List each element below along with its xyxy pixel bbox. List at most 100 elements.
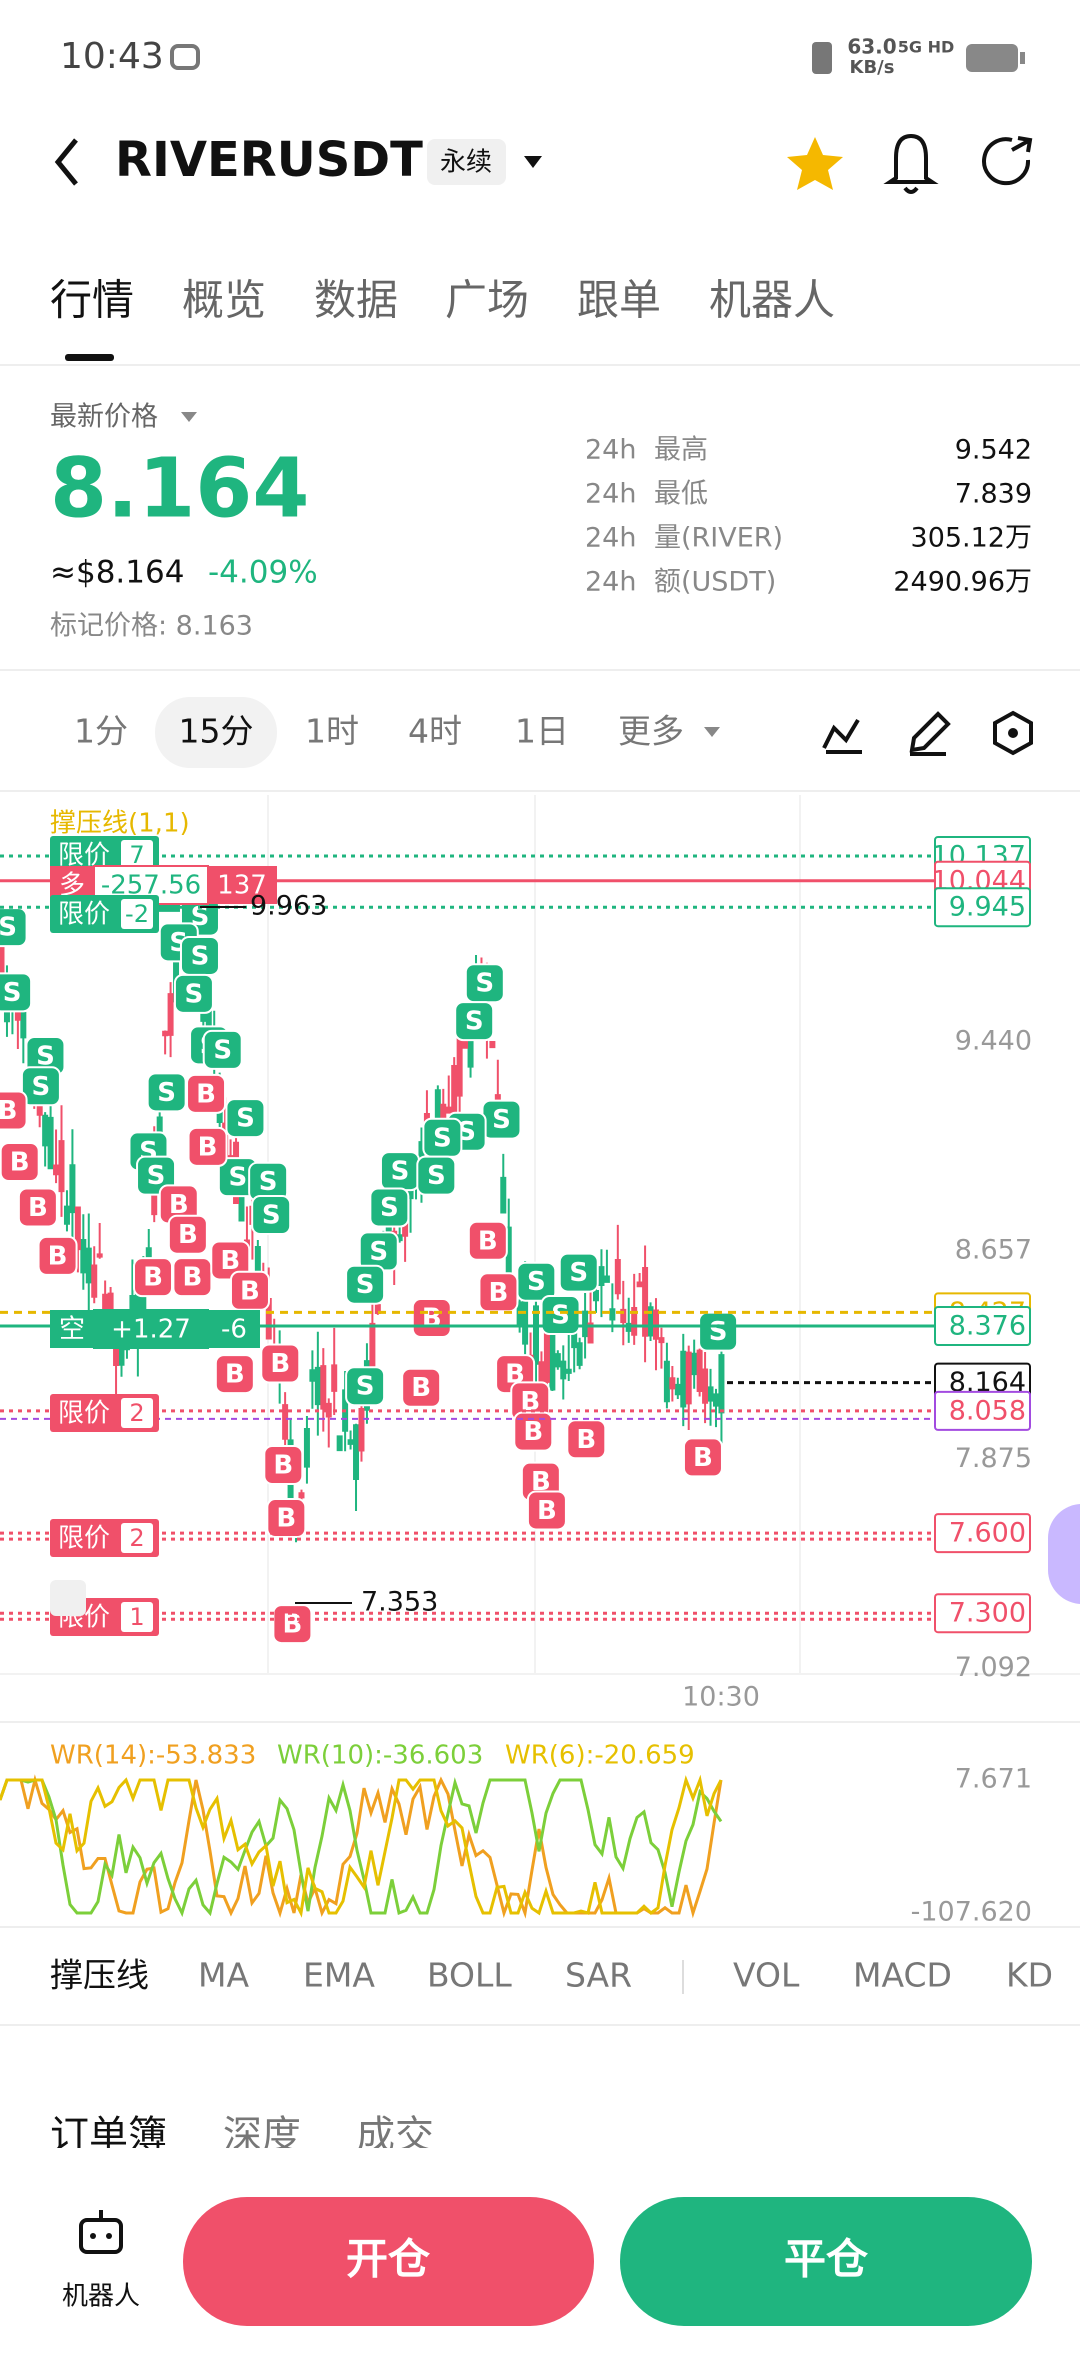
order-tag[interactable]: 限价 7: [50, 836, 159, 874]
trade-marker-label: B: [411, 1373, 431, 1403]
trade-marker-label: B: [143, 1263, 163, 1293]
tab[interactable]: 机器人: [709, 276, 835, 325]
settings-icon-dot: [1008, 728, 1018, 738]
trade-marker-label: S: [36, 1041, 55, 1071]
order-qty-box: [121, 899, 153, 929]
tab[interactable]: 广场: [445, 276, 529, 325]
indicator-icon[interactable]: [822, 718, 862, 754]
trade-marker-label: B: [489, 1278, 509, 1308]
trade-marker: [146, 1072, 187, 1113]
caret[interactable]: [524, 156, 542, 168]
trade-marker: [172, 1257, 213, 1298]
indicator-tab[interactable]: KD: [1006, 1956, 1053, 1995]
trade-marker: [369, 1187, 410, 1228]
floating-bubble[interactable]: [1048, 1504, 1080, 1604]
robot-eye: [106, 2233, 112, 2239]
indicator-tab[interactable]: MA: [198, 1956, 249, 1995]
interval-pill[interactable]: [155, 697, 277, 768]
trade-marker: [214, 1354, 255, 1395]
share-icon[interactable]: [982, 136, 1033, 186]
trade-marker-label: B: [10, 1148, 30, 1178]
settings-icon[interactable]: [993, 710, 1033, 756]
indicator-tab[interactable]: MACD: [853, 1956, 952, 1995]
order-tag[interactable]: 限价 2: [50, 1394, 159, 1432]
trade-marker-label: S: [527, 1267, 546, 1297]
trade-marker: [263, 1445, 304, 1486]
price-axis-label: 7.875: [955, 1443, 1032, 1474]
trade-marker: [682, 1437, 723, 1478]
trade-marker-label: S: [391, 1157, 410, 1187]
trade-marker: [411, 1298, 452, 1339]
trade-marker-label: S: [465, 1007, 484, 1037]
star-icon[interactable]: [787, 137, 843, 190]
close-label[interactable]: 平仓: [784, 2235, 869, 2284]
indicator-tab[interactable]: BOLL: [427, 1956, 512, 1995]
indicator-tab[interactable]: 撑压线: [50, 1956, 149, 1995]
trade-marker: [478, 1272, 519, 1313]
price-label: 最新价格: [50, 402, 158, 433]
stat-value: 9.542: [955, 435, 1032, 466]
last-price: 8.164: [50, 441, 309, 536]
interval[interactable]: 更多: [618, 712, 684, 751]
tab[interactable]: 行情: [50, 276, 134, 325]
network: 5G HD: [898, 38, 955, 57]
order-side-box: [50, 1310, 94, 1348]
open-label[interactable]: 开仓: [346, 2235, 431, 2284]
trade-marker: [0, 1142, 40, 1183]
robot-icon[interactable]: [79, 2210, 123, 2254]
trade-marker: [167, 1214, 208, 1255]
order-qty-box: [121, 1523, 153, 1553]
draw-icon[interactable]: [909, 711, 951, 756]
interval[interactable]: 1日: [515, 712, 569, 751]
contract-pill[interactable]: [427, 139, 506, 185]
caret: [181, 412, 197, 422]
stat-label: 额(USDT): [654, 567, 776, 598]
trade-marker-label: B: [48, 1241, 68, 1271]
bell-icon[interactable]: [883, 133, 939, 194]
price-box-label: 7.300: [949, 1598, 1026, 1629]
trade-marker: [20, 1066, 61, 1107]
close-button[interactable]: [620, 2197, 1032, 2326]
usd-price: ≈$8.164: [50, 555, 184, 591]
interval[interactable]: 1分: [74, 712, 128, 751]
order-tag[interactable]: 空 +1.27 -6: [50, 1309, 260, 1349]
trade-marker-label: S: [191, 941, 210, 971]
interval[interactable]: 4时: [408, 712, 462, 751]
trade-marker-label: B: [531, 1467, 551, 1497]
price-axis-label: 9.440: [955, 1026, 1032, 1057]
tab[interactable]: 跟单: [577, 276, 661, 325]
indicator-tab[interactable]: EMA: [303, 1956, 375, 1995]
indicator-tab[interactable]: SAR: [565, 1956, 632, 1995]
trade-marker: [229, 1270, 270, 1311]
open-button[interactable]: [183, 2197, 594, 2326]
price-box: [934, 1306, 1031, 1347]
order-tag[interactable]: 限价 -2: [50, 895, 159, 933]
trade-marker-label: B: [240, 1276, 260, 1306]
trade-marker: [173, 973, 214, 1014]
status-icons: [170, 42, 1025, 74]
net-unit: KB/s: [850, 57, 895, 78]
order-side: 限价: [58, 1399, 110, 1429]
annotation: 7.353: [361, 1587, 438, 1618]
trade-marker-label: B: [198, 1132, 218, 1162]
stat-value: 2490.96万: [893, 567, 1032, 598]
order-tag[interactable]: 限价 2: [50, 1519, 159, 1557]
indicator-tab[interactable]: VOL: [733, 1956, 800, 1995]
order-pnl-box: [93, 1309, 209, 1349]
stat-period: 24h: [585, 479, 636, 510]
order-qty-box: [121, 1398, 153, 1428]
tab[interactable]: 数据: [314, 276, 398, 325]
trade-marker-label: B: [220, 1246, 240, 1276]
price-axis-label: 7.092: [955, 1652, 1032, 1683]
interval[interactable]: 15分: [179, 712, 254, 751]
order-qty: 7: [129, 841, 144, 869]
stat-label: 量(RIVER): [654, 523, 783, 554]
trade-marker-label: S: [551, 1301, 570, 1331]
back-icon[interactable]: [54, 138, 78, 186]
trade-marker-label: B: [196, 1079, 216, 1109]
expand-icon[interactable]: [50, 1580, 86, 1616]
interval[interactable]: 1时: [305, 712, 359, 751]
order-qty-box: [208, 1310, 260, 1348]
robot-label[interactable]: 机器人: [62, 2282, 140, 2312]
tab[interactable]: 概览: [182, 276, 266, 325]
